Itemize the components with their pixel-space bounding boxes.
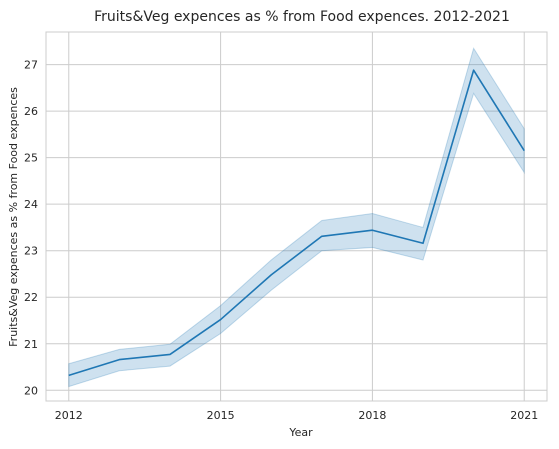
y-tick-label: 23 [24, 245, 38, 258]
x-tick-label: 2015 [207, 409, 235, 422]
series-line [68, 69, 525, 377]
plot-frame [45, 31, 548, 402]
y-tick-labels: 20 21 22 23 24 25 26 27 [24, 59, 38, 398]
x-tick-labels: 2012 2015 2018 2021 [55, 409, 538, 422]
y-tick-label: 27 [24, 59, 38, 72]
x-tick-label: 2018 [358, 409, 386, 422]
y-axis-label: Fruits&Veg expences as % from Food expen… [7, 87, 20, 347]
x-gridlines [68, 32, 525, 401]
y-tick-label: 22 [24, 291, 38, 304]
confidence-band [68, 47, 525, 388]
y-gridlines [46, 64, 547, 391]
y-tick-label: 24 [24, 198, 38, 211]
y-tick-label: 20 [24, 384, 38, 397]
x-tick-label: 2012 [55, 409, 83, 422]
x-tick-label: 2021 [510, 409, 538, 422]
y-tick-label: 26 [24, 105, 38, 118]
chart-title: Fruits&Veg expences as % from Food expen… [94, 9, 510, 25]
y-tick-label: 21 [24, 338, 38, 351]
x-axis-label: Year [288, 426, 313, 439]
y-tick-label: 25 [24, 152, 38, 165]
